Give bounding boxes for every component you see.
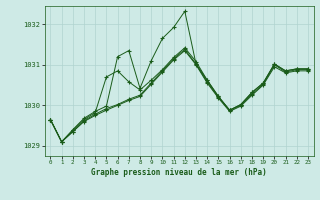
X-axis label: Graphe pression niveau de la mer (hPa): Graphe pression niveau de la mer (hPa) [91, 168, 267, 177]
